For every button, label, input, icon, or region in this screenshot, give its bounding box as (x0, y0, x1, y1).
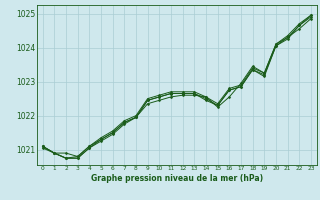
X-axis label: Graphe pression niveau de la mer (hPa): Graphe pression niveau de la mer (hPa) (91, 174, 263, 183)
